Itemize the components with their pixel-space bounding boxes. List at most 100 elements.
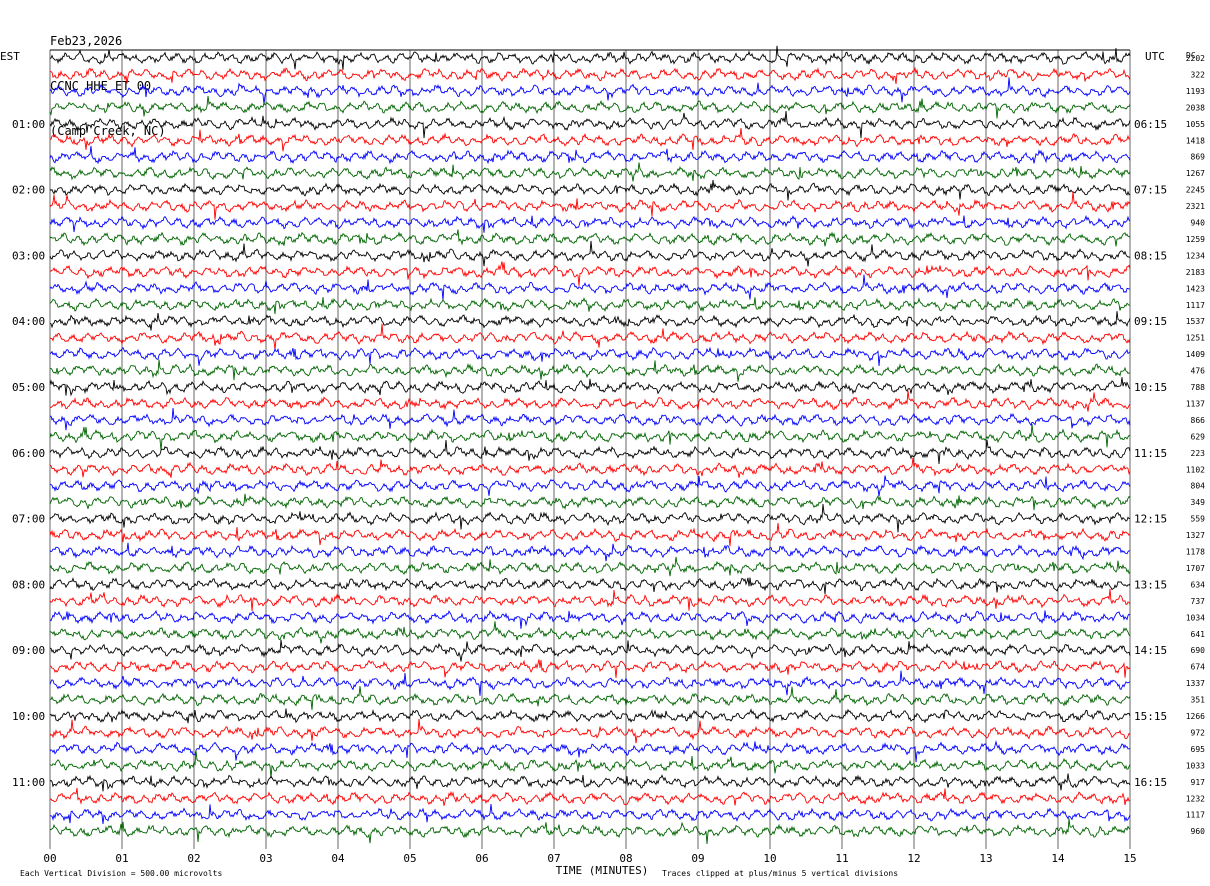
dc-offset-label: 559 <box>1191 515 1206 524</box>
trace-line <box>49 191 1131 220</box>
trace-line <box>49 576 1131 595</box>
right-hour-label: 16:15 <box>1134 776 1167 789</box>
trace-line <box>49 503 1131 533</box>
left-hour-label: 01:00 <box>12 118 45 131</box>
dc-offset-label: 1117 <box>1186 811 1205 820</box>
trace-line <box>49 346 1131 367</box>
dc-offset-label: 674 <box>1191 663 1206 672</box>
dc-offset-label: 869 <box>1191 153 1206 162</box>
trace-line <box>49 311 1131 331</box>
trace-line <box>49 66 1131 85</box>
trace-line <box>49 407 1131 431</box>
date-label: Feb23,2026 <box>50 34 123 48</box>
right-hour-label: 14:15 <box>1134 644 1167 657</box>
x-tick-label: 00 <box>43 852 56 865</box>
dc-offset-label: 788 <box>1191 383 1206 392</box>
dc-offset-label: 1033 <box>1186 761 1205 770</box>
dc-offset-label: 2321 <box>1186 202 1205 211</box>
x-tick-label: 03 <box>259 852 272 865</box>
dc-offset-label: 629 <box>1191 432 1206 441</box>
left-hour-label: 04:00 <box>12 315 45 328</box>
x-tick-label: 02 <box>187 852 200 865</box>
left-hour-label: 03:00 <box>12 249 45 262</box>
trace-line <box>49 818 1131 845</box>
right-hour-label: 10:15 <box>1134 381 1167 394</box>
trace-line <box>49 390 1131 412</box>
dc-offset-label: 1137 <box>1186 399 1205 408</box>
dc-offset-label: 223 <box>1191 449 1206 458</box>
trace-line <box>49 240 1131 267</box>
left-hour-label: 08:00 <box>12 578 45 591</box>
trace-line <box>49 523 1131 547</box>
dc-offset-label: 1327 <box>1186 531 1205 540</box>
trace-line <box>49 377 1131 397</box>
x-tick-label: 06 <box>475 852 488 865</box>
dc-offset-label: 960 <box>1191 827 1206 836</box>
dc-offset-label: 2245 <box>1186 186 1205 195</box>
x-tick-label: 09 <box>691 852 704 865</box>
x-tick-label: 13 <box>979 852 992 865</box>
minute-grid <box>49 49 1131 849</box>
dc-offset-label: 1193 <box>1186 87 1205 96</box>
dc-offset-label: 1055 <box>1186 120 1205 129</box>
trace-line <box>49 457 1131 478</box>
dc-offset-label: 1034 <box>1186 613 1205 622</box>
dc-offset-label: 972 <box>1191 728 1206 737</box>
x-tick-label: 07 <box>547 852 560 865</box>
trace-line <box>49 95 1131 119</box>
trace-line <box>49 128 1131 152</box>
x-tick-label: 04 <box>331 852 345 865</box>
dc-offset-label: 351 <box>1191 696 1206 705</box>
left-axis-label: EST <box>0 50 20 63</box>
trace-line <box>49 77 1131 105</box>
dc-offset-label: 1707 <box>1186 564 1205 573</box>
trace-line <box>49 685 1131 710</box>
dc-offset-label: 1423 <box>1186 284 1205 293</box>
dc-offset-label: 690 <box>1191 646 1206 655</box>
x-axis-title: TIME (MINUTES) <box>556 864 649 877</box>
right-hour-label: 12:15 <box>1134 513 1167 526</box>
dc-offset-label: 804 <box>1191 482 1206 491</box>
trace-line <box>49 493 1131 511</box>
trace-line <box>49 639 1131 662</box>
dc-offset-label: 641 <box>1191 630 1206 639</box>
x-tick-label: 01 <box>115 852 128 865</box>
dc-offset-label: 2202 <box>1186 54 1205 63</box>
trace-line <box>49 773 1131 792</box>
dc-label: DC <box>1186 51 1196 60</box>
left-hour-label: 09:00 <box>12 644 45 657</box>
right-hour-label: 08:15 <box>1134 249 1167 262</box>
dc-offset-label: 1537 <box>1186 317 1205 326</box>
dc-offset-label: 1251 <box>1186 334 1205 343</box>
left-hour-label: 02:00 <box>12 184 45 197</box>
trace-line <box>49 740 1131 763</box>
trace-line <box>50 803 1131 824</box>
dc-offset-label: 349 <box>1191 498 1206 507</box>
trace-line <box>49 621 1131 644</box>
dc-offset-label: 322 <box>1191 70 1206 79</box>
trace-line <box>49 297 1131 315</box>
trace-line <box>49 610 1131 629</box>
dc-offset-label: 1267 <box>1186 169 1205 178</box>
x-tick-label: 08 <box>619 852 632 865</box>
trace-line <box>49 424 1131 451</box>
location-label: (Camp Creek, NC) <box>50 124 166 138</box>
trace-line <box>49 439 1131 464</box>
dc-offset-label: 940 <box>1191 219 1206 228</box>
dc-offset-label: 634 <box>1191 580 1206 589</box>
x-tick-label: 05 <box>403 852 416 865</box>
dc-offset-label: 1337 <box>1186 679 1205 688</box>
trace-line <box>49 588 1131 611</box>
trace-line <box>49 788 1131 806</box>
dc-offset-label: 1178 <box>1186 548 1205 557</box>
dc-offset-label: 917 <box>1191 778 1206 787</box>
trace-line <box>49 659 1131 679</box>
trace-line <box>49 229 1131 247</box>
x-tick-label: 10 <box>763 852 776 865</box>
trace-line <box>49 542 1131 562</box>
dc-offset-label: 1259 <box>1186 235 1205 244</box>
trace-line <box>49 261 1131 286</box>
dc-offset-label: 1266 <box>1186 712 1205 721</box>
trace-line <box>49 670 1131 696</box>
